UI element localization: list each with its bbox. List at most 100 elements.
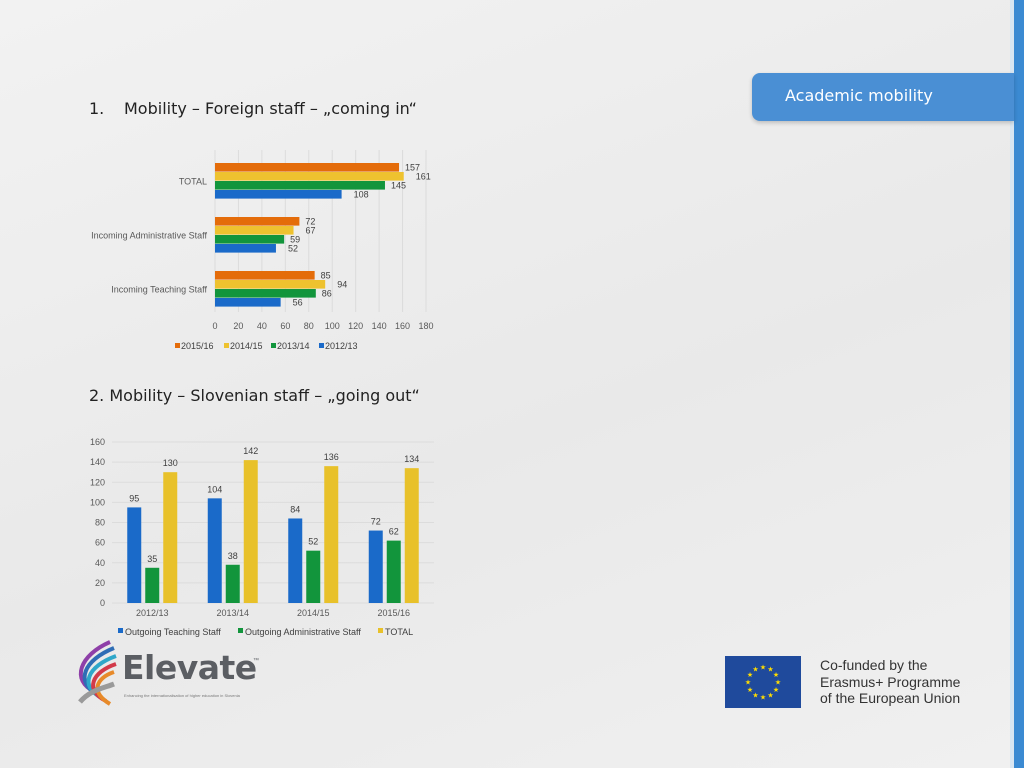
bar: [288, 518, 303, 603]
legend-label: 2015/16: [181, 341, 214, 351]
data-label: 134: [404, 454, 419, 464]
bar: [243, 460, 258, 603]
legend-swatch: [118, 628, 123, 633]
eu-flag-icon: ★ ★ ★ ★ ★ ★ ★ ★ ★ ★ ★ ★: [725, 656, 801, 708]
right-edge-bar: [1014, 0, 1024, 768]
legend-label: 2014/15: [230, 341, 263, 351]
eu-star-icon: ★: [752, 691, 758, 699]
eu-text-line: Erasmus+ Programme: [820, 673, 961, 690]
elevate-tagline: Enhancing the internationalisation of hi…: [124, 693, 240, 698]
section-tab: Academic mobility: [752, 73, 1014, 121]
right-edge-highlight: [1010, 0, 1014, 768]
bar: [215, 163, 400, 172]
bar: [215, 298, 281, 307]
legend-swatch: [271, 343, 276, 348]
bar: [215, 181, 385, 190]
data-label: 38: [228, 551, 238, 561]
bar: [215, 244, 276, 253]
x-tick-label: 160: [395, 321, 410, 331]
x-tick-label: 0: [212, 321, 217, 331]
data-label: 72: [371, 517, 381, 527]
section2-title: 2. Mobility – Slovenian staff – „going o…: [89, 386, 420, 405]
category-label: Incoming Teaching Staff: [111, 285, 207, 295]
eu-star-icon: ★: [747, 686, 753, 694]
x-tick-label: 180: [418, 321, 433, 331]
bar: [404, 468, 419, 603]
bar: [324, 466, 339, 603]
x-tick-label: 40: [257, 321, 267, 331]
data-label: 136: [324, 452, 339, 462]
bar: [215, 235, 285, 244]
eu-star-icon: ★: [747, 671, 753, 679]
bar: [215, 280, 326, 289]
legend-label: 2013/14: [277, 341, 310, 351]
bar: [215, 226, 294, 235]
legend-swatch: [319, 343, 324, 348]
x-tick-label: 140: [372, 321, 387, 331]
data-label: 35: [147, 554, 157, 564]
bar: [215, 190, 342, 199]
legend-label: Outgoing Administrative Staff: [245, 627, 361, 637]
data-label: 62: [389, 527, 399, 537]
bar: [306, 550, 321, 603]
x-tick-label: 80: [304, 321, 314, 331]
eu-star-icon: ★: [760, 664, 766, 672]
data-label: 161: [416, 172, 431, 182]
bar: [225, 564, 240, 603]
eu-star-icon: ★: [773, 671, 779, 679]
section1-number: 1.: [89, 99, 105, 118]
data-label: 108: [354, 190, 369, 200]
y-tick-label: 80: [95, 518, 105, 528]
elevate-logo: Elevate ™ Enhancing the internationalisa…: [70, 640, 270, 710]
data-label: 86: [322, 289, 332, 299]
bar: [215, 289, 316, 298]
bar: [145, 567, 160, 603]
x-tick-label: 60: [280, 321, 290, 331]
data-label: 52: [308, 537, 318, 547]
bar: [163, 472, 178, 603]
elevate-tm: ™: [253, 658, 259, 664]
section-tab-label: Academic mobility: [785, 86, 933, 105]
data-label: 52: [288, 244, 298, 254]
y-tick-label: 140: [90, 457, 105, 467]
eu-text-line: of the European Union: [820, 690, 961, 706]
bar: [215, 271, 315, 280]
data-label: 130: [163, 458, 178, 468]
bar: [386, 540, 401, 603]
category-label: 2012/13: [136, 608, 169, 618]
eu-star-icon: ★: [767, 691, 773, 699]
category-label: TOTAL: [179, 177, 207, 187]
bar: [368, 530, 383, 603]
eu-text-line: Co-funded by the: [820, 657, 928, 673]
legend-label: TOTAL: [385, 627, 413, 637]
eu-cofunded-text: Co-funded by the Erasmus+ Programme of t…: [820, 657, 960, 707]
elevate-logo-wordmark: Elevate: [122, 648, 257, 687]
eu-star-icon: ★: [760, 694, 766, 702]
data-label: 56: [293, 298, 303, 308]
elevate-swoosh-icon: [78, 640, 117, 706]
eu-star-icon: ★: [752, 666, 758, 674]
data-label: 67: [306, 226, 316, 236]
data-label: 84: [290, 504, 300, 514]
legend-swatch: [378, 628, 383, 633]
data-label: 142: [243, 446, 258, 456]
category-label: 2014/15: [297, 608, 330, 618]
x-tick-label: 100: [325, 321, 340, 331]
y-tick-label: 0: [100, 598, 105, 608]
category-label: 2015/16: [377, 608, 410, 618]
legend-swatch: [224, 343, 229, 348]
data-label: 157: [405, 163, 420, 173]
x-tick-label: 20: [233, 321, 243, 331]
section1-title: Mobility – Foreign staff – „coming in“: [124, 99, 417, 118]
y-tick-label: 40: [95, 558, 105, 568]
legend-swatch: [175, 343, 180, 348]
bar: [207, 498, 222, 603]
bar: [127, 507, 142, 603]
eu-star-icon: ★: [773, 686, 779, 694]
eu-star-icon: ★: [745, 679, 751, 687]
y-tick-label: 60: [95, 538, 105, 548]
legend-label: 2012/13: [325, 341, 358, 351]
eu-star-icon: ★: [775, 679, 781, 687]
data-label: 72: [305, 217, 315, 227]
